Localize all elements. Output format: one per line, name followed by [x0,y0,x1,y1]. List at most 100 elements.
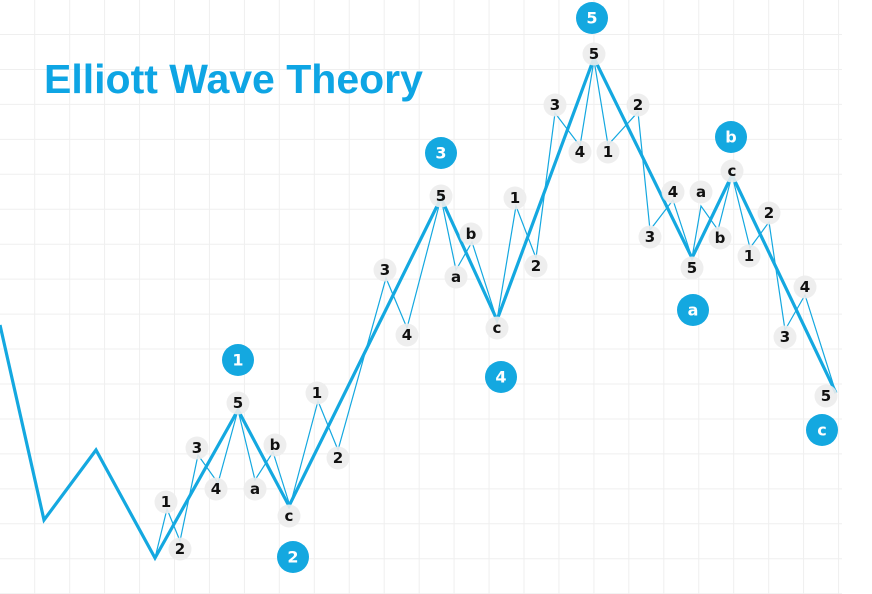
sub-wave-label-text: 2 [633,96,643,114]
label-bubble [661,180,685,204]
label-bubble [814,384,838,408]
sub-wave-label-text: 2 [764,204,774,222]
sub-wave-label: 2 [626,93,650,117]
label-bubble [226,391,250,415]
sub-wave-label-text: 1 [161,493,171,511]
wave-marker-text: 1 [232,351,243,370]
wave-marker-text: 5 [586,9,597,28]
wave-marker-a: a [677,294,709,326]
wave-marker-1: 1 [222,344,254,376]
sub-wave-label: b [263,433,287,457]
sub-wave-label-text: 2 [531,257,541,275]
label-bubble [373,258,397,282]
label-bubble [305,381,329,405]
sub-wave-label: 5 [582,42,606,66]
label-bubble [277,504,301,528]
wave-marker-text: 4 [495,368,506,387]
sub-wave-label-text: 4 [668,183,678,201]
label-bubble [429,184,453,208]
sub-wave-label: b [459,222,483,246]
sub-wave-label-text: 4 [800,278,810,296]
sub-wave-label-text: c [285,507,294,525]
sub-wave-label-text: 1 [744,247,754,265]
wave-marker-b: b [715,121,747,153]
sub-wave-label-text: 5 [233,394,243,412]
wave-marker-text: 3 [435,144,446,163]
sub-wave-label: 5 [226,391,250,415]
sub-wave-label: 3 [543,93,567,117]
label-bubble [543,93,567,117]
sub-wave-label-text: a [696,183,706,201]
wave-marker-circle [806,414,838,446]
label-bubble [737,244,761,268]
label-bubble [395,323,419,347]
sub-wave-label-text: a [451,268,461,286]
wave-marker-text: 2 [287,548,298,567]
sub-wave-label: 5 [814,384,838,408]
wave-marker-5: 5 [576,2,608,34]
label-bubble [524,254,548,278]
wave-marker-circle [425,137,457,169]
label-bubble [582,42,606,66]
label-bubble [793,275,817,299]
sub-wave-label: 1 [503,186,527,210]
label-bubble [326,446,350,470]
sub-wave-label: 2 [524,254,548,278]
sub-wave-label: 3 [638,225,662,249]
sub-wave-label: 3 [185,436,209,460]
sub-wave-label-text: c [493,319,502,337]
label-bubble [185,436,209,460]
sub-wave-label-text: 4 [402,326,412,344]
sub-wave-label: 4 [204,477,228,501]
label-bubble [503,186,527,210]
sub-wave-label-text: 1 [312,384,322,402]
sub-wave-label: a [444,265,468,289]
page-title: Elliott Wave Theory [44,56,423,102]
label-bubble [596,140,620,164]
label-bubble [204,477,228,501]
sub-wave-label-text: 4 [575,143,585,161]
sub-wave-label: 1 [154,490,178,514]
sub-wave-label-text: 4 [211,480,221,498]
label-bubble [689,180,713,204]
wave-marker-circle [277,541,309,573]
sub-wave-label: c [277,504,301,528]
label-bubble [708,226,732,250]
label-bubble [638,225,662,249]
label-bubble [243,477,267,501]
sub-wave-label-text: 2 [175,540,185,558]
sub-wave-label: a [243,477,267,501]
sub-wave-label-text: 5 [589,45,599,63]
label-bubble [568,140,592,164]
label-bubble [757,201,781,225]
sub-wave-label: 4 [395,323,419,347]
wave-marker-text: c [817,421,826,440]
wave-marker-text: b [725,128,736,147]
sub-wave-label: c [485,316,509,340]
label-bubble [720,159,744,183]
sub-wave-label-text: 1 [603,143,613,161]
wave-marker-circle [677,294,709,326]
sub-wave-label: b [708,226,732,250]
wave-marker-circle [715,121,747,153]
wave-marker-c: c [806,414,838,446]
label-bubble [168,537,192,561]
sub-wave-label: a [689,180,713,204]
sub-wave-label: 1 [596,140,620,164]
sub-wave-label: 1 [737,244,761,268]
label-bubble [485,316,509,340]
sub-wave-label-text: a [250,480,260,498]
label-bubble [263,433,287,457]
sub-wave-label-text: b [466,225,477,243]
sub-wave-label: 5 [680,256,704,280]
wave-marker-4: 4 [485,361,517,393]
sub-wave-label-text: b [270,436,281,454]
sub-wave-label-text: 3 [780,328,790,346]
label-bubble [626,93,650,117]
label-bubble [444,265,468,289]
sub-wave-label: 3 [373,258,397,282]
sub-wave-label-text: 1 [510,189,520,207]
sub-wave-label: 2 [168,537,192,561]
label-bubble [680,256,704,280]
